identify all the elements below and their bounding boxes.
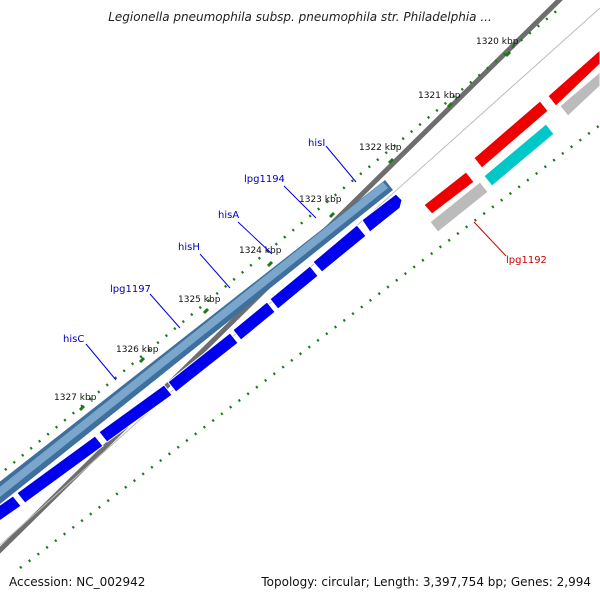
gene-arrow-red-3[interactable] <box>547 49 600 107</box>
gene-arrow-grey-2[interactable] <box>559 71 600 117</box>
leader-lpg1192 <box>473 221 507 257</box>
his-operon-band <box>0 180 393 505</box>
leader-hisH <box>199 253 231 289</box>
leader-hisC <box>85 343 117 381</box>
major-tick <box>202 307 210 315</box>
accession-label: Accession: NC_002942 <box>9 575 146 589</box>
major-ticks <box>78 50 512 412</box>
forward-genes <box>0 193 403 522</box>
tick-label: 1327 kbp <box>54 393 97 403</box>
major-tick <box>387 157 395 165</box>
tick-label: 1321 kbp <box>418 91 461 101</box>
gene-arrow-lpg1192-red[interactable] <box>423 171 475 215</box>
gene-label: lpg1194 <box>244 174 285 185</box>
major-tick <box>446 101 454 109</box>
gene-arrow-grey-1[interactable] <box>429 181 489 233</box>
highlight-genes <box>423 49 600 233</box>
major-tick <box>78 404 86 412</box>
gene-arrow-hisA[interactable] <box>269 265 319 310</box>
tick-label: 1326 kbp <box>116 345 159 355</box>
major-tick <box>138 356 146 364</box>
gene-label: hisA <box>218 210 239 221</box>
major-tick <box>504 50 512 58</box>
major-tick <box>266 260 274 268</box>
gene-arrow-hisH[interactable] <box>232 301 276 341</box>
gene-leaders <box>85 145 357 381</box>
tick-label: 1320 kbp <box>476 37 519 47</box>
tick-labels: 1320 kbp 1321 kbp 1322 kbp 1323 kbp 1324… <box>54 37 519 403</box>
gene-labels: hisI lpg1194 hisA hisH lpg1197 hisC lpg1… <box>63 138 547 345</box>
gene-label: lpg1192 <box>506 255 547 266</box>
gene-label: hisI <box>308 138 325 149</box>
tick-label: 1324 kbp <box>239 246 282 256</box>
gene-label: hisC <box>63 334 84 345</box>
leader-hisI <box>325 145 357 183</box>
gene-arrow-upstream-2[interactable] <box>0 495 22 522</box>
tick-label: 1322 kbp <box>359 143 402 153</box>
major-tick <box>328 211 336 219</box>
map-title: Legionella pneumophila subsp. pneumophil… <box>108 10 492 24</box>
gene-arrow-cyan[interactable] <box>483 123 555 187</box>
genome-summary: Topology: circular; Length: 3,397,754 bp… <box>261 575 591 589</box>
inner-tick-track <box>19 124 600 569</box>
leader-lpg1194 <box>283 185 317 219</box>
gene-arrow-lpg1197[interactable] <box>167 332 239 393</box>
gene-arrow-lpg1194[interactable] <box>312 224 367 273</box>
leader-lpg1197 <box>149 293 181 329</box>
tick-label: 1325 kbp <box>178 295 221 305</box>
gene-arrow-hisI[interactable] <box>361 193 403 233</box>
gene-arrow-red-2[interactable] <box>473 100 549 169</box>
gene-label: lpg1197 <box>110 284 151 295</box>
tick-label: 1323 kbp <box>299 195 342 205</box>
operon-band-highlight <box>0 182 388 497</box>
gene-arrow-hisC[interactable] <box>98 384 173 443</box>
gene-label: hisH <box>178 242 200 253</box>
leader-hisA <box>237 221 273 255</box>
gene-arrow-upstream-1[interactable] <box>16 435 104 504</box>
